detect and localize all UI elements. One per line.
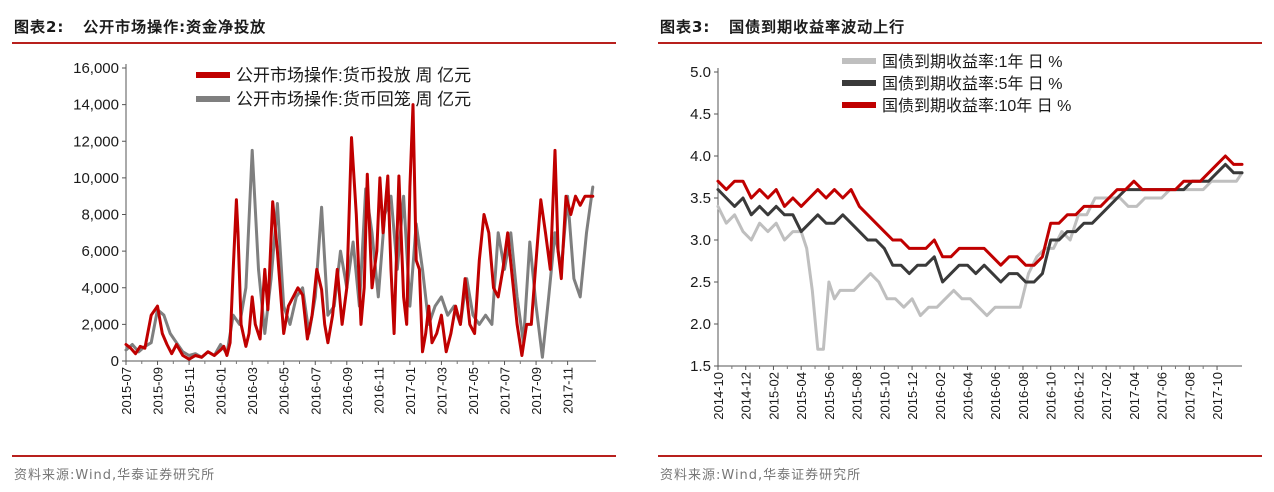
- right-chart-x-tick-label: 2016-06: [988, 372, 1003, 420]
- right-chart-y-tick-label: 4.5: [690, 106, 711, 123]
- left-chart-legend-label-2: 公开市场操作:货币回笼 周 亿元: [236, 90, 471, 109]
- right-chart-panel: 图表3: 国债到期收益率波动上行 1.5 2.0 2.5 3.0 3.5 4.0 4.5 5.…: [646, 0, 1274, 492]
- right-chart-y-tick-label: 2.0: [690, 316, 711, 333]
- left-chart-x-tick-label: 2017-09: [529, 367, 544, 415]
- left-chart-x-tick-label: 2017-11: [561, 367, 576, 414]
- right-chart-series-line-3: [716, 154, 1244, 267]
- right-source-note: 资料来源:Wind,华泰证券研究所: [660, 468, 862, 483]
- right-chart-x-tick-label: 2015-04: [794, 372, 809, 420]
- left-source-note: 资料来源:Wind,华泰证券研究所: [14, 468, 216, 483]
- right-chart-x-tick-label: 2017-04: [1127, 372, 1142, 420]
- left-chart-x-tick-label: 2016-05: [277, 367, 292, 415]
- left-chart-x-tick-label: 2017-07: [498, 367, 513, 415]
- left-chart-y-tick-label: 2,000: [81, 316, 119, 333]
- right-chart-x-tick-label: 2017-08: [1182, 372, 1197, 420]
- right-chart-title: 图表3: 国债到期收益率波动上行: [660, 16, 905, 37]
- left-chart-x-tick-label: 2015-07: [119, 367, 134, 415]
- left-chart-y-tick-label: 4,000: [81, 280, 119, 297]
- left-chart-x-tick-label: 2015-09: [151, 367, 166, 415]
- right-line-chart: 1.5 2.0 2.5 3.0 3.5 4.0 4.5 5.0 2014-10 2014-12 20…: [690, 53, 1244, 420]
- left-chart-x-tick-label: 2016-07: [308, 367, 323, 415]
- left-chart-y-tick-label: 16,000: [73, 60, 119, 77]
- left-chart-x-tick-label: 2015-11: [182, 367, 197, 414]
- left-chart-y-tick-label: 0: [111, 353, 119, 370]
- right-chart-x-tick-label: 2016-02: [933, 372, 948, 420]
- right-chart-legend-label-1: 国债到期收益率:1年 日 %: [882, 53, 1062, 71]
- right-chart-y-tick-label: 4.0: [690, 148, 711, 165]
- right-chart-y-tick-label: 5.0: [690, 64, 711, 81]
- right-chart-x-tick-label: 2015-02: [766, 372, 781, 420]
- left-bottom-rule: [12, 455, 616, 457]
- left-chart-y-tick-label: 6,000: [81, 243, 119, 260]
- left-chart-title-text: 公开市场操作:资金净投放: [83, 18, 267, 36]
- left-line-chart: 0 2,000 4,000 6,000 8,000 10,000 12,000 14,000 1…: [73, 60, 596, 415]
- left-chart-y-tick-label: 8,000: [81, 207, 119, 224]
- right-chart-x-tick-label: 2017-06: [1155, 372, 1170, 420]
- left-chart-x-tick-label: 2017-05: [466, 367, 481, 415]
- right-chart-x-tick-label: 2016-10: [1044, 372, 1059, 420]
- right-chart-title-text: 国债到期收益率波动上行: [729, 18, 906, 36]
- right-chart-x-tick-label: 2014-12: [739, 372, 754, 420]
- right-chart-x-tick-label: 2014-10: [711, 372, 726, 420]
- right-chart-y-tick-label: 3.5: [690, 190, 711, 207]
- left-chart-legend-label-1: 公开市场操作:货币投放 周 亿元: [236, 66, 471, 85]
- left-chart-title-label: 图表2:: [14, 18, 65, 36]
- left-chart-x-tick-label: 2016-01: [214, 367, 229, 415]
- right-chart-legend-label-2: 国债到期收益率:5年 日 %: [882, 75, 1062, 93]
- right-chart-x-tick-label: 2017-02: [1099, 372, 1114, 420]
- right-chart-series-line-2: [716, 162, 1244, 284]
- left-chart-x-tick-label: 2017-01: [403, 367, 418, 415]
- right-chart-x-tick-label: 2016-04: [961, 372, 976, 420]
- left-chart-y-tick-label: 12,000: [73, 133, 119, 150]
- left-chart-series-line-1: [124, 103, 595, 361]
- left-chart-x-tick-label: 2016-09: [340, 367, 355, 415]
- left-chart-x-tick-label: 2017-03: [434, 367, 449, 415]
- left-chart-panel: 图表2: 公开市场操作:资金净投放 0 2,000 4,000 6,000 8,000 1…: [0, 0, 628, 492]
- left-chart-y-tick-label: 14,000: [73, 97, 119, 114]
- left-chart-x-tick-label: 2016-03: [245, 367, 260, 415]
- left-chart-title: 图表2: 公开市场操作:资金净投放: [14, 16, 266, 37]
- right-bottom-rule: [658, 455, 1262, 457]
- right-chart-series-line-1: [716, 171, 1244, 351]
- left-chart-x-tick-label: 2016-11: [371, 367, 386, 414]
- right-top-rule: [658, 42, 1262, 44]
- right-chart-x-tick-label: 2015-06: [822, 372, 837, 420]
- right-chart-y-tick-label: 2.5: [690, 274, 711, 291]
- left-chart-y-tick-label: 10,000: [73, 170, 119, 187]
- right-chart-x-tick-label: 2015-12: [905, 372, 920, 420]
- right-chart-title-label: 图表3:: [660, 18, 711, 36]
- right-chart-x-tick-label: 2017-10: [1210, 372, 1225, 420]
- right-chart-x-tick-label: 2016-12: [1071, 372, 1086, 420]
- right-chart-x-tick-label: 2015-10: [877, 372, 892, 420]
- right-chart-x-tick-label: 2016-08: [1016, 372, 1031, 420]
- right-chart-y-tick-label: 1.5: [690, 358, 711, 375]
- right-chart-x-tick-label: 2015-08: [850, 372, 865, 420]
- right-chart-y-tick-label: 3.0: [690, 232, 711, 249]
- right-chart-legend-label-3: 国债到期收益率:10年 日 %: [882, 97, 1071, 115]
- left-top-rule: [12, 42, 616, 44]
